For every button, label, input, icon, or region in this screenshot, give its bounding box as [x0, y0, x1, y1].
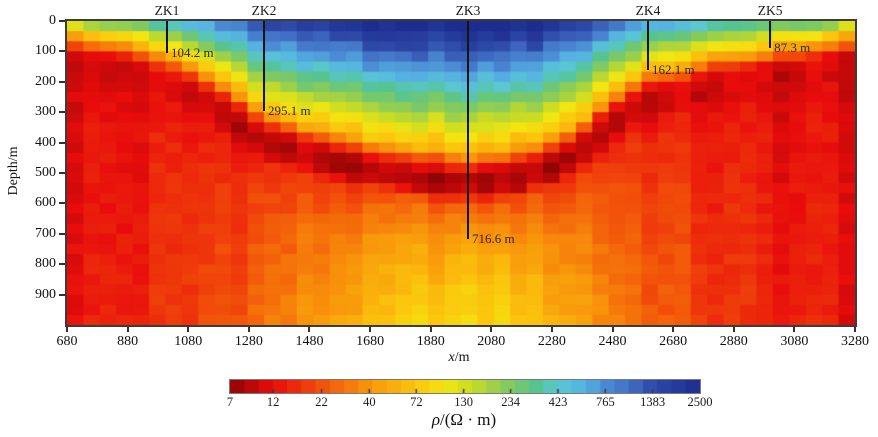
x-tick [611, 327, 614, 332]
y-tick-label: 200 [35, 73, 56, 89]
x-tick [126, 327, 129, 332]
colorbar-tick-label: 423 [548, 395, 568, 409]
x-tick-label: 2680 [659, 334, 688, 349]
colorbar-tick-label: 22 [315, 395, 328, 409]
x-axis-label-unit: /m [454, 350, 470, 365]
x-tick-label: 2880 [719, 334, 748, 349]
x-tick-label: 1480 [295, 334, 324, 349]
y-tick [59, 20, 65, 22]
borehole-line-zk5 [769, 21, 772, 48]
y-tick [59, 80, 65, 83]
y-tick [59, 293, 65, 296]
x-tick-label: 2280 [537, 334, 566, 349]
x-tick [369, 327, 372, 332]
y-tick-label: 700 [35, 225, 56, 241]
colorbar-label-unit: /(Ω · m) [440, 410, 497, 429]
x-tick [490, 327, 493, 332]
y-tick-label: 900 [35, 286, 56, 302]
colorbar-tick-label: 12 [266, 395, 280, 409]
colorbar-tick-label: 7 [226, 395, 234, 409]
y-tick-label: 600 [35, 195, 56, 211]
borehole-line-zk1 [166, 21, 168, 53]
x-tick [247, 327, 250, 332]
y-tick [59, 202, 65, 205]
y-tick [59, 263, 65, 266]
y-tick [59, 232, 65, 235]
x-axis-label-symbol: x [448, 350, 455, 365]
borehole-line-zk4 [646, 21, 649, 71]
colorbar-tick-label: 234 [501, 395, 520, 409]
x-tick [308, 327, 311, 332]
colorbar-canvas [230, 380, 700, 393]
x-tick-label: 1080 [174, 334, 203, 349]
x-tick [66, 327, 68, 332]
colorbar-tick-label: 130 [454, 395, 473, 409]
y-tick [59, 50, 65, 53]
colorbar-tick-label: 40 [363, 395, 376, 409]
y-tick-label: 400 [35, 134, 56, 150]
x-tick [429, 327, 432, 332]
x-axis-label: x/m [65, 350, 853, 366]
colorbar-tick-label: 72 [410, 395, 423, 409]
plot-area [65, 19, 857, 327]
borehole-name-zk3: ZK3 [455, 3, 481, 18]
borehole-depth-label-zk2: 295.1 m [268, 102, 311, 118]
x-tick-label: 1280 [234, 334, 263, 349]
colorbar-tick-label: 1383 [640, 395, 666, 409]
x-tick [854, 327, 856, 332]
x-tick [187, 327, 190, 332]
colorbar-tick-label: 765 [595, 395, 615, 409]
borehole-depth-label-zk5: 87.3 m [774, 39, 811, 55]
x-tick-label: 2480 [598, 334, 627, 349]
borehole-name-zk1: ZK1 [154, 3, 180, 18]
y-tick-label: 100 [35, 43, 56, 59]
y-tick-label: 0 [49, 13, 56, 28]
borehole-depth-label-zk1: 104.2 m [171, 44, 214, 60]
resistivity-heatmap-canvas [67, 21, 855, 325]
x-tick-label: 680 [56, 334, 78, 349]
colorbar-label-symbol: ρ [431, 410, 441, 429]
y-tick [59, 172, 65, 174]
borehole-name-zk5: ZK5 [757, 3, 783, 18]
x-tick-label: 3280 [841, 334, 869, 349]
borehole-depth-label-zk4: 162.1 m [651, 62, 695, 78]
x-tick [672, 327, 675, 332]
x-tick [550, 327, 553, 332]
colorbar-label: ρ/(Ω · m) [229, 410, 699, 430]
x-tick [793, 327, 796, 332]
borehole-depth-label-zk3: 716.6 m [471, 230, 515, 246]
y-tick [59, 141, 65, 144]
x-tick-label: 1680 [356, 334, 385, 349]
borehole-line-zk2 [263, 21, 265, 111]
borehole-line-zk3 [466, 21, 469, 239]
x-tick-label: 2080 [477, 334, 506, 349]
colorbar [229, 379, 701, 394]
borehole-name-zk2: ZK2 [251, 3, 277, 18]
y-tick [59, 111, 65, 114]
y-tick-label: 800 [35, 256, 56, 272]
x-tick-label: 3080 [780, 334, 809, 349]
borehole-name-zk4: ZK4 [635, 3, 661, 18]
y-tick-label: 500 [35, 165, 56, 180]
x-tick [732, 327, 735, 332]
x-tick-label: 1880 [416, 334, 445, 349]
colorbar-tick-label: 2500 [687, 395, 713, 409]
y-tick-label: 300 [35, 104, 56, 120]
x-tick-label: 880 [117, 334, 139, 349]
